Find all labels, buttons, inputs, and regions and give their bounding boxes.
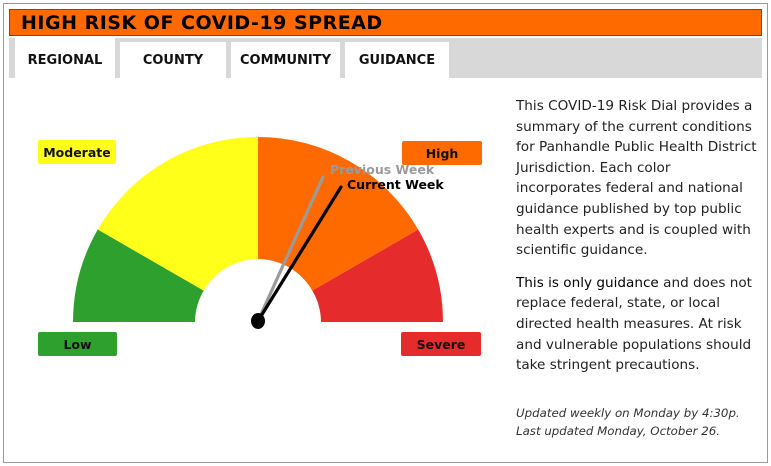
guidance-emphasis: This is only guidance bbox=[516, 274, 659, 291]
previous-week-label: Previous Week bbox=[330, 162, 435, 177]
tab-community[interactable]: COMMUNITY bbox=[231, 42, 340, 78]
dial-segment-high bbox=[258, 137, 419, 291]
guidance-disclaimer-text: and does not replace federal, state, or … bbox=[516, 274, 752, 374]
update-schedule: Updated weekly on Monday by 4:30p. bbox=[516, 406, 740, 420]
tab-county[interactable]: COUNTY bbox=[120, 42, 226, 78]
current-week-needle bbox=[256, 185, 343, 323]
legend-moderate: Moderate bbox=[38, 140, 116, 164]
update-info: Updated weekly on Monday by 4:30p. Last … bbox=[516, 404, 761, 440]
tab-guidance[interactable]: GUIDANCE bbox=[345, 42, 449, 78]
previous-week-needle bbox=[256, 175, 325, 323]
current-week-label: Current Week bbox=[347, 177, 444, 192]
description-paragraph: This COVID-19 Risk Dial provides a summa… bbox=[516, 98, 757, 259]
last-updated: Last updated Monday, October 26. bbox=[516, 424, 721, 438]
guidance-disclaimer: This is only guidance and does not repla… bbox=[516, 273, 758, 376]
legend-high: High bbox=[402, 141, 482, 165]
tab-bar: REGIONAL COUNTY COMMUNITY GUIDANCE bbox=[9, 38, 762, 78]
dial-segment-moderate bbox=[97, 137, 258, 291]
legend-severe: Severe bbox=[401, 332, 481, 356]
dial-description: This COVID-19 Risk Dial provides a summa… bbox=[516, 96, 758, 388]
dial-segment-severe bbox=[312, 229, 443, 322]
legend-low: Low bbox=[38, 332, 117, 356]
tab-regional[interactable]: REGIONAL bbox=[15, 38, 115, 78]
page-title: HIGH RISK OF COVID-19 SPREAD bbox=[21, 12, 383, 34]
title-banner: HIGH RISK OF COVID-19 SPREAD bbox=[9, 9, 762, 36]
dial-segment-low bbox=[73, 229, 204, 322]
dial-hub bbox=[251, 313, 265, 329]
